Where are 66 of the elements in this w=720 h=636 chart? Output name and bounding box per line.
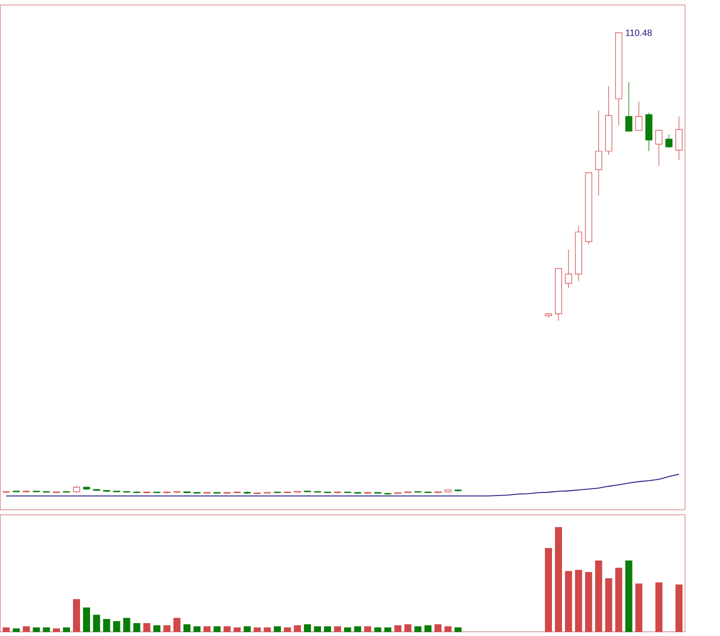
bar bbox=[62, 627, 70, 632]
bar bbox=[284, 627, 291, 632]
bar bbox=[22, 626, 30, 632]
bar bbox=[294, 625, 301, 632]
bar bbox=[554, 527, 562, 632]
bar bbox=[2, 627, 10, 632]
bar bbox=[193, 626, 201, 632]
bar bbox=[123, 618, 130, 632]
bar bbox=[234, 627, 241, 632]
bar bbox=[374, 627, 382, 632]
bar bbox=[615, 568, 622, 632]
bar bbox=[113, 621, 120, 632]
bar bbox=[12, 628, 20, 632]
annotation: 110.48 bbox=[626, 30, 652, 36]
bar bbox=[565, 571, 572, 632]
bar bbox=[103, 619, 110, 632]
bar bbox=[394, 625, 402, 632]
bar bbox=[324, 626, 332, 632]
bar bbox=[404, 624, 412, 632]
bar bbox=[83, 608, 90, 632]
bar bbox=[264, 627, 271, 632]
candlestick bbox=[675, 116, 682, 160]
candlestick bbox=[595, 110, 602, 196]
bar bbox=[32, 627, 40, 632]
candlestick bbox=[635, 101, 642, 131]
bar bbox=[364, 626, 372, 632]
candlestick bbox=[655, 129, 662, 166]
bar bbox=[585, 572, 592, 632]
bar bbox=[454, 627, 462, 632]
bar bbox=[675, 584, 682, 632]
bar bbox=[605, 578, 612, 632]
bar bbox=[384, 627, 392, 632]
bar bbox=[73, 599, 80, 632]
bar bbox=[314, 626, 322, 632]
bar bbox=[93, 614, 100, 632]
bar bbox=[575, 570, 582, 632]
bar bbox=[595, 560, 602, 632]
bar bbox=[344, 627, 352, 632]
bar bbox=[173, 618, 180, 632]
bar bbox=[133, 623, 140, 632]
bar bbox=[444, 626, 452, 632]
bar bbox=[224, 626, 231, 632]
bar bbox=[143, 623, 150, 632]
bar bbox=[42, 627, 50, 632]
bar bbox=[254, 627, 261, 632]
bar bbox=[204, 626, 211, 632]
bar bbox=[424, 625, 432, 632]
candlestick bbox=[665, 134, 672, 148]
bar bbox=[434, 624, 442, 632]
bar bbox=[544, 548, 552, 632]
bar bbox=[635, 584, 642, 632]
bar bbox=[354, 626, 362, 632]
bar bbox=[183, 624, 190, 632]
candlestick bbox=[625, 82, 632, 132]
bar bbox=[274, 626, 281, 632]
bar bbox=[334, 626, 342, 632]
bar bbox=[304, 624, 311, 632]
bar bbox=[244, 626, 251, 632]
bar bbox=[153, 625, 160, 632]
candlestick bbox=[565, 249, 572, 288]
bar bbox=[214, 626, 221, 632]
bar bbox=[625, 560, 632, 632]
bar bbox=[163, 625, 170, 632]
bar bbox=[52, 628, 60, 632]
bar bbox=[655, 582, 662, 632]
bar bbox=[414, 626, 422, 632]
